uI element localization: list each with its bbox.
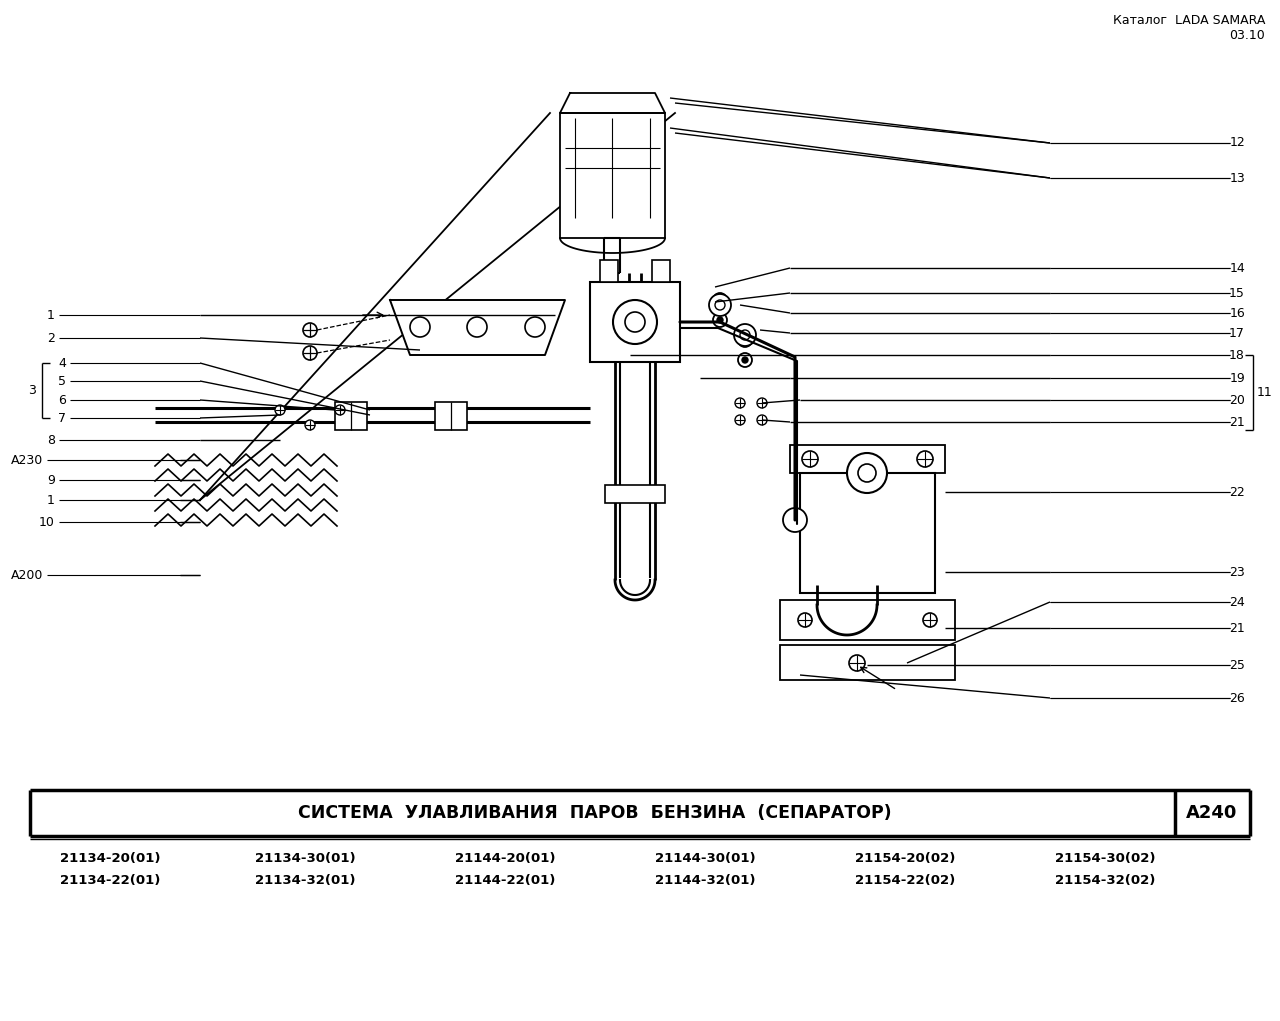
Bar <box>605 485 666 503</box>
Circle shape <box>335 405 346 415</box>
Circle shape <box>303 323 317 337</box>
Text: 25: 25 <box>1229 659 1245 672</box>
Text: 18: 18 <box>1229 348 1245 361</box>
Bar <box>790 445 945 473</box>
Circle shape <box>713 313 727 327</box>
Text: 20: 20 <box>1229 393 1245 406</box>
Polygon shape <box>561 93 666 113</box>
Text: 21134-20(01): 21134-20(01) <box>60 852 160 865</box>
Text: 14: 14 <box>1229 261 1245 275</box>
Text: 21154-20(02): 21154-20(02) <box>855 852 955 865</box>
Circle shape <box>717 297 723 303</box>
Bar <box>780 600 955 640</box>
Circle shape <box>739 333 753 347</box>
Circle shape <box>849 655 865 671</box>
Text: 21144-32(01): 21144-32(01) <box>655 874 755 886</box>
Circle shape <box>742 357 748 363</box>
Bar <box>652 260 669 282</box>
Text: 17: 17 <box>1229 327 1245 340</box>
Circle shape <box>756 415 767 425</box>
Circle shape <box>858 464 876 482</box>
Bar <box>435 402 467 430</box>
Text: 21154-32(02): 21154-32(02) <box>1055 874 1156 886</box>
Circle shape <box>739 353 753 367</box>
Circle shape <box>733 324 756 346</box>
Circle shape <box>613 300 657 344</box>
Bar <box>600 260 618 282</box>
Bar <box>335 402 367 430</box>
Circle shape <box>467 317 486 337</box>
Text: 21: 21 <box>1229 622 1245 634</box>
Text: 24: 24 <box>1229 595 1245 609</box>
Text: A230: A230 <box>10 453 44 467</box>
Text: 21134-22(01): 21134-22(01) <box>60 874 160 886</box>
Circle shape <box>742 337 748 343</box>
Circle shape <box>740 330 750 340</box>
Text: 4: 4 <box>58 356 67 370</box>
Text: A240: A240 <box>1187 804 1238 822</box>
Circle shape <box>756 398 767 408</box>
Circle shape <box>625 312 645 332</box>
Bar <box>800 473 934 593</box>
Text: 16: 16 <box>1229 306 1245 320</box>
Text: 21: 21 <box>1229 416 1245 429</box>
Bar <box>590 282 680 362</box>
Text: 2: 2 <box>47 332 55 344</box>
Text: 13: 13 <box>1229 172 1245 185</box>
Bar <box>780 645 955 680</box>
Circle shape <box>735 398 745 408</box>
Text: 21154-22(02): 21154-22(02) <box>855 874 955 886</box>
Polygon shape <box>390 300 564 355</box>
Circle shape <box>735 415 745 425</box>
Text: 21154-30(02): 21154-30(02) <box>1055 852 1156 865</box>
Circle shape <box>923 613 937 627</box>
Text: 26: 26 <box>1229 691 1245 704</box>
Text: 11: 11 <box>1257 386 1272 399</box>
Text: 10: 10 <box>40 516 55 529</box>
Text: 1: 1 <box>47 308 55 322</box>
Text: 21144-22(01): 21144-22(01) <box>454 874 556 886</box>
Text: СИСТЕМА  УЛАВЛИВАНИЯ  ПАРОВ  БЕНЗИНА  (СЕПАРАТОР): СИСТЕМА УЛАВЛИВАНИЯ ПАРОВ БЕНЗИНА (СЕПАР… <box>298 804 892 822</box>
Text: 19: 19 <box>1229 372 1245 385</box>
Text: 6: 6 <box>58 393 67 406</box>
Text: A200: A200 <box>10 569 44 582</box>
Text: 7: 7 <box>58 411 67 425</box>
Bar <box>561 113 666 238</box>
Circle shape <box>716 300 724 310</box>
Text: 23: 23 <box>1229 566 1245 579</box>
Text: Каталог  LADA SAMARA
03.10: Каталог LADA SAMARA 03.10 <box>1112 14 1265 42</box>
Text: 1: 1 <box>47 493 55 506</box>
Circle shape <box>410 317 430 337</box>
Circle shape <box>303 346 317 360</box>
Circle shape <box>916 451 933 467</box>
Text: 21144-30(01): 21144-30(01) <box>655 852 755 865</box>
Text: 22: 22 <box>1229 486 1245 498</box>
Text: 9: 9 <box>47 474 55 486</box>
Circle shape <box>847 453 887 493</box>
Text: 21144-20(01): 21144-20(01) <box>454 852 556 865</box>
Text: 3: 3 <box>28 384 36 397</box>
Circle shape <box>783 508 806 532</box>
Text: 8: 8 <box>47 434 55 446</box>
Circle shape <box>709 294 731 317</box>
Circle shape <box>717 317 723 323</box>
Text: 15: 15 <box>1229 287 1245 299</box>
Circle shape <box>525 317 545 337</box>
Text: 21134-32(01): 21134-32(01) <box>255 874 356 886</box>
Circle shape <box>713 293 727 307</box>
Text: 12: 12 <box>1229 137 1245 149</box>
Circle shape <box>803 451 818 467</box>
Text: 21134-30(01): 21134-30(01) <box>255 852 356 865</box>
Circle shape <box>797 613 812 627</box>
Circle shape <box>305 420 315 430</box>
Circle shape <box>275 405 285 415</box>
Text: 5: 5 <box>58 375 67 388</box>
